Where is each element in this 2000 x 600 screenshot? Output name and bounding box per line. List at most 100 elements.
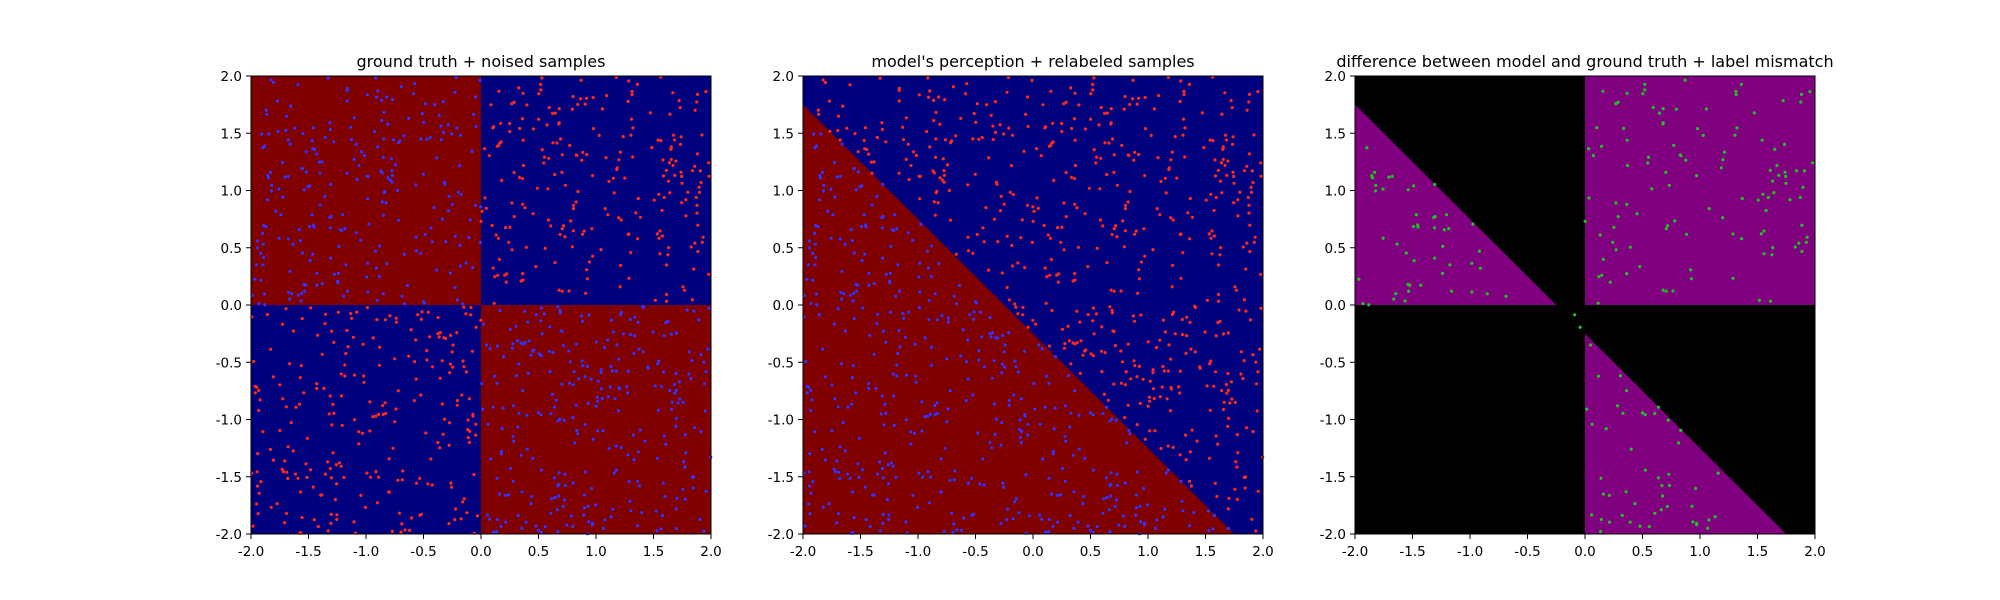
- sample-point: [1419, 283, 1423, 287]
- sample-point: [1076, 245, 1080, 249]
- sample-point: [893, 213, 897, 217]
- y-tick-label: 1.0: [773, 184, 794, 200]
- sample-point: [390, 173, 394, 177]
- sample-point: [1433, 214, 1437, 219]
- sample-point: [582, 506, 587, 510]
- sample-point: [835, 521, 839, 525]
- sample-point: [941, 157, 945, 161]
- sample-point: [461, 302, 465, 306]
- sample-point: [410, 516, 414, 520]
- sample-point: [937, 261, 941, 266]
- sample-point: [947, 188, 952, 193]
- sample-point: [504, 280, 508, 284]
- sample-point: [1213, 174, 1218, 178]
- sample-point: [933, 155, 938, 159]
- sample-point: [553, 261, 557, 265]
- sample-point: [926, 414, 930, 418]
- sample-point: [389, 157, 393, 161]
- sample-point: [978, 310, 983, 314]
- sample-point: [343, 363, 347, 367]
- sample-point: [878, 529, 882, 533]
- sample-point: [848, 83, 852, 87]
- y-tick-label: -1.0: [216, 413, 242, 429]
- panel-title-ground-truth: ground truth + noised samples: [357, 52, 606, 71]
- sample-point: [581, 364, 585, 368]
- sample-point: [813, 263, 817, 267]
- sample-point: [1782, 142, 1787, 146]
- sample-point: [558, 417, 562, 421]
- sample-point: [1060, 327, 1064, 331]
- sample-point: [807, 239, 812, 243]
- sample-point: [898, 289, 902, 293]
- sample-point: [1601, 492, 1605, 496]
- sample-point: [681, 400, 685, 404]
- sample-point: [1133, 364, 1137, 368]
- sample-point: [1146, 503, 1150, 507]
- sample-point: [596, 399, 600, 403]
- sample-point: [957, 283, 962, 288]
- sample-point: [438, 376, 442, 380]
- sample-point: [275, 502, 279, 506]
- sample-point: [567, 381, 572, 385]
- sample-point: [328, 226, 333, 230]
- sample-point: [1414, 213, 1418, 217]
- sample-point: [478, 240, 482, 244]
- sample-point: [1035, 147, 1039, 151]
- sample-point: [992, 359, 996, 363]
- sample-point: [454, 75, 458, 79]
- sample-point: [433, 103, 437, 107]
- sample-point: [948, 218, 953, 222]
- sample-point: [498, 141, 502, 145]
- sample-point: [671, 91, 675, 95]
- sample-point: [508, 225, 512, 229]
- sample-point: [614, 468, 618, 472]
- sample-point: [921, 475, 925, 479]
- sample-point: [289, 104, 293, 108]
- sample-point: [537, 352, 541, 356]
- sample-point: [1241, 377, 1245, 381]
- sample-point: [635, 479, 640, 483]
- sample-point: [993, 130, 998, 134]
- sample-point: [587, 313, 591, 317]
- sample-point: [926, 95, 931, 99]
- sample-point: [374, 95, 379, 99]
- sample-point: [599, 387, 604, 391]
- sample-point: [1374, 183, 1378, 187]
- sample-point: [848, 476, 852, 480]
- sample-point: [612, 191, 616, 195]
- sample-point: [1069, 86, 1073, 90]
- sample-point: [695, 100, 699, 104]
- sample-point: [1640, 411, 1645, 415]
- sample-point: [515, 339, 520, 343]
- sample-point: [830, 428, 834, 433]
- sample-point: [1112, 227, 1116, 231]
- sample-point: [1660, 484, 1664, 488]
- sample-point: [498, 308, 502, 313]
- sample-point: [1021, 305, 1025, 310]
- sample-point: [933, 292, 937, 296]
- sample-point: [919, 222, 923, 226]
- sample-point: [850, 402, 854, 406]
- sample-point: [860, 184, 864, 188]
- sample-point: [500, 427, 504, 431]
- sample-point: [617, 216, 621, 220]
- sample-point: [1590, 513, 1594, 517]
- sample-point: [699, 429, 703, 434]
- sample-point: [1143, 437, 1147, 441]
- sample-point: [583, 423, 587, 427]
- sample-point: [310, 138, 314, 143]
- sample-point: [1234, 460, 1238, 464]
- sample-point: [867, 271, 871, 275]
- sample-point: [584, 291, 588, 295]
- region-below-boundary: [803, 104, 1235, 534]
- sample-point: [521, 138, 525, 142]
- sample-point: [1231, 170, 1235, 174]
- sample-point: [464, 261, 468, 265]
- sample-point: [690, 359, 694, 363]
- sample-point: [617, 158, 621, 162]
- sample-point: [668, 388, 672, 393]
- sample-point: [1143, 521, 1147, 525]
- sample-point: [820, 170, 825, 174]
- sample-point: [1256, 90, 1260, 94]
- sample-point: [636, 450, 641, 454]
